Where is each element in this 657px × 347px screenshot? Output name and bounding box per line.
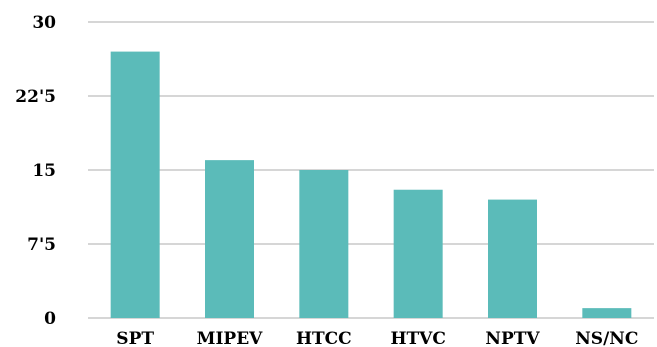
y-axis-ticks: 0 7'5 15 22'5 30 — [15, 13, 56, 329]
bar-spt — [110, 51, 160, 318]
x-category-label: HTCC — [296, 329, 352, 347]
gridlines — [88, 21, 654, 319]
y-tick-label: 15 — [32, 161, 56, 181]
x-category-label: SPT — [116, 329, 154, 347]
x-category-label: MIPEV — [197, 329, 264, 347]
x-category-label: NPTV — [485, 329, 540, 347]
bar-htvc — [393, 189, 443, 318]
bar-nptv — [488, 199, 537, 318]
y-tick-label: 30 — [32, 13, 56, 33]
y-tick-label: 22'5 — [15, 87, 56, 107]
y-tick-label: 7'5 — [27, 235, 56, 255]
bars — [110, 51, 632, 318]
x-category-label: NS/NC — [575, 329, 638, 347]
bar-mipev — [205, 160, 254, 318]
x-category-label: HTVC — [390, 329, 445, 347]
x-axis-categories: SPT MIPEV HTCC HTVC NPTV NS/NC — [116, 329, 638, 347]
bar-ns-nc — [582, 308, 632, 318]
y-tick-label: 0 — [44, 309, 56, 329]
bar-htcc — [299, 170, 349, 318]
